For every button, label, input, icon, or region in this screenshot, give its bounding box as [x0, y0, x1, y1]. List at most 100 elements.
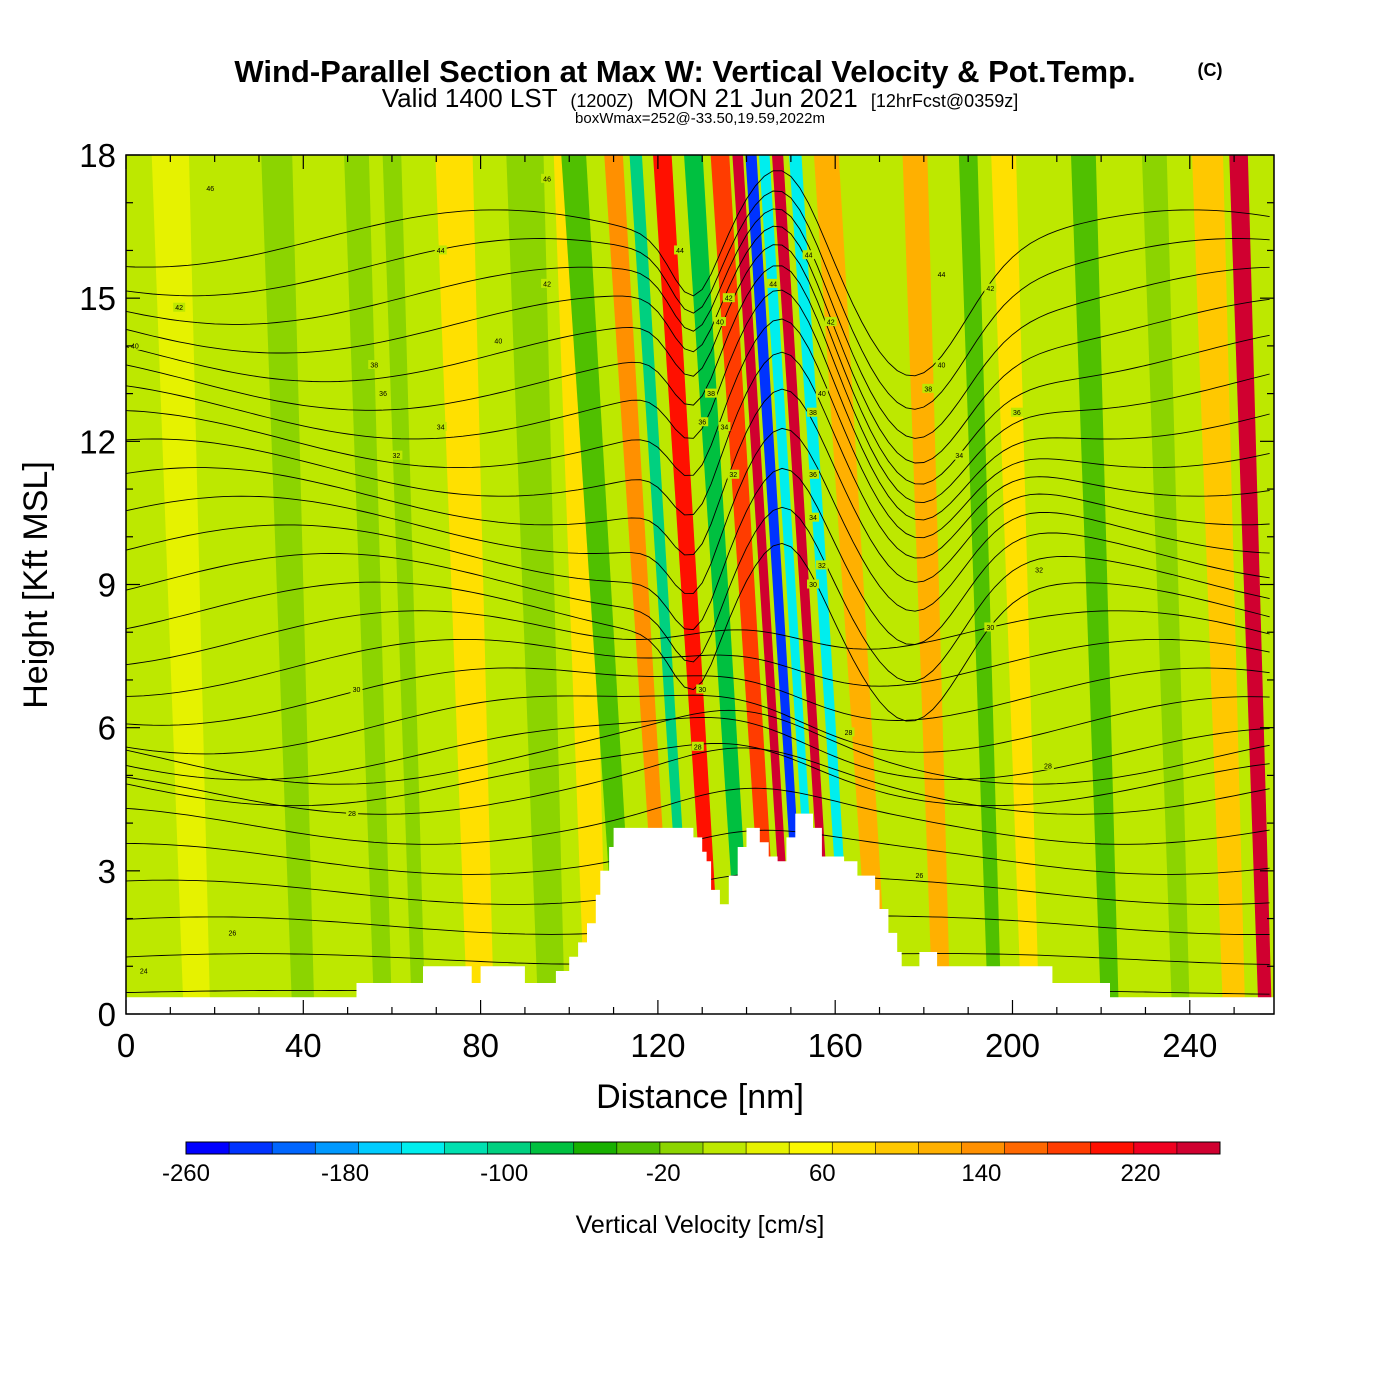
contour-label: 40 — [938, 362, 946, 369]
forecast-info: [12hrFcst@0359z] — [871, 91, 1018, 111]
contour-label-bg — [713, 317, 726, 327]
colorbar-swatch — [1090, 1142, 1135, 1154]
velocity-band — [745, 155, 809, 1014]
colorbar-label: 140 — [961, 1160, 1001, 1187]
contour-label-bg — [1041, 760, 1054, 770]
y-tick-label: 15 — [79, 280, 116, 317]
chart-title: Wind-Parallel Section at Max W: Vertical… — [234, 54, 1135, 89]
contour-label: 42 — [827, 320, 835, 327]
contour-label: 32 — [818, 563, 826, 570]
colorbar: -260 -180 -100 -20 60 140 220 — [162, 1141, 1221, 1187]
theta-contour — [126, 694, 1270, 755]
contour-label-bg — [226, 927, 239, 937]
theta-contour — [126, 388, 1270, 583]
velocity-band — [758, 155, 822, 1014]
colorbar-swatch — [186, 1142, 230, 1154]
contour-label-bg — [696, 417, 709, 427]
velocity-band — [771, 155, 835, 1014]
colorbar-swatch — [401, 1142, 445, 1154]
copyright-mark: (C) — [1198, 60, 1223, 80]
theta-contour — [126, 667, 1270, 726]
contour-label-bg — [984, 283, 997, 293]
contour-label-bg — [802, 250, 815, 260]
x-tick-label: 0 — [117, 1027, 135, 1064]
contour-label: 44 — [437, 248, 445, 255]
y-tick-label: 9 — [98, 567, 116, 604]
contour-label-bg — [691, 741, 704, 751]
contour-label-bg — [722, 293, 735, 303]
y-tick-label: 18 — [79, 137, 116, 174]
contour-label: 28 — [845, 730, 853, 737]
contour-label: 38 — [809, 410, 817, 417]
contour-label: 42 — [986, 286, 994, 293]
colorbar-label: 220 — [1120, 1160, 1160, 1187]
contour-label-bg — [350, 684, 363, 694]
colorbar-swatch — [789, 1142, 833, 1154]
contour-label-bg — [173, 302, 186, 312]
y-axis-title: Height [Kft MSL] — [17, 461, 55, 709]
theta-contour — [126, 787, 1270, 845]
theta-contour — [126, 225, 1270, 464]
contour-label-bg — [390, 450, 403, 460]
velocity-band — [1070, 155, 1119, 1014]
contour-label-bg — [807, 512, 820, 522]
contour-label: 42 — [725, 296, 733, 303]
velocity-band — [561, 155, 636, 1014]
colorbar-swatch — [530, 1142, 575, 1154]
velocity-band — [813, 155, 889, 1014]
valid-date: MON 21 Jun 2021 — [647, 83, 858, 113]
valid-time: Valid 1400 LST — [382, 83, 558, 113]
contour-label: 36 — [1013, 410, 1021, 417]
x-tick-label: 120 — [630, 1027, 685, 1064]
colorbar-swatch — [487, 1142, 532, 1154]
theta-contour — [126, 190, 1270, 410]
contour-label-bg — [128, 340, 141, 350]
contour-label-bg — [1010, 407, 1023, 417]
colorbar-label: -100 — [480, 1160, 528, 1187]
velocity-band — [435, 155, 494, 1014]
contour-label: 34 — [720, 425, 728, 432]
contour-label: 46 — [543, 176, 551, 183]
contour-label: 30 — [986, 625, 994, 632]
contour-label-bg — [807, 579, 820, 589]
contour-label: 44 — [805, 253, 813, 260]
theta-contour — [126, 265, 1270, 504]
contour-label: 36 — [379, 391, 387, 398]
theta-contour — [126, 170, 1270, 377]
contour-label: 42 — [543, 281, 551, 288]
contour-label: 26 — [916, 873, 924, 880]
colorbar-title: Vertical Velocity [cm/s] — [576, 1211, 825, 1239]
velocity-band — [151, 155, 211, 1014]
colorbar-label: 60 — [809, 1160, 836, 1187]
x-axis: 0 40 80 120 160 200 240 — [117, 155, 1235, 1064]
contour-label: 34 — [437, 425, 445, 432]
colorbar-swatch — [875, 1142, 919, 1154]
contour-labels: 46 46 44 44 42 42 40 40 38 36 34 32 42 40 38 36 34 32 44 44… — [128, 173, 1054, 976]
velocity-band — [553, 155, 607, 1014]
colorbar-swatch — [1133, 1142, 1178, 1154]
velocity-band — [506, 155, 565, 1014]
colorbar-swatch — [1176, 1142, 1221, 1154]
contour-label-bg — [346, 808, 359, 818]
velocity-field — [151, 155, 1272, 1014]
contour-label: 30 — [353, 687, 361, 694]
contour-label: 28 — [348, 811, 356, 818]
x-tick-label: 240 — [1162, 1027, 1217, 1064]
contour-label-bg — [913, 870, 926, 880]
contour-label: 36 — [698, 420, 706, 427]
contour-label-bg — [935, 359, 948, 369]
colorbar-swatch — [1047, 1142, 1092, 1154]
velocity-band — [1141, 155, 1190, 1014]
chart-subtitle: Valid 1400 LST (1200Z) MON 21 Jun 2021 [… — [382, 83, 1018, 113]
terrain — [126, 813, 1274, 1014]
contour-label-bg — [807, 407, 820, 417]
contour-label-bg — [824, 317, 837, 327]
theta-contour — [126, 467, 1270, 645]
colorbar-swatch — [832, 1142, 876, 1154]
theta-contour — [126, 717, 1270, 781]
velocity-band — [789, 155, 853, 1014]
colorbar-frame — [185, 1141, 1221, 1155]
valid-utc: (1200Z) — [570, 91, 633, 111]
colorbar-swatch — [703, 1142, 747, 1154]
